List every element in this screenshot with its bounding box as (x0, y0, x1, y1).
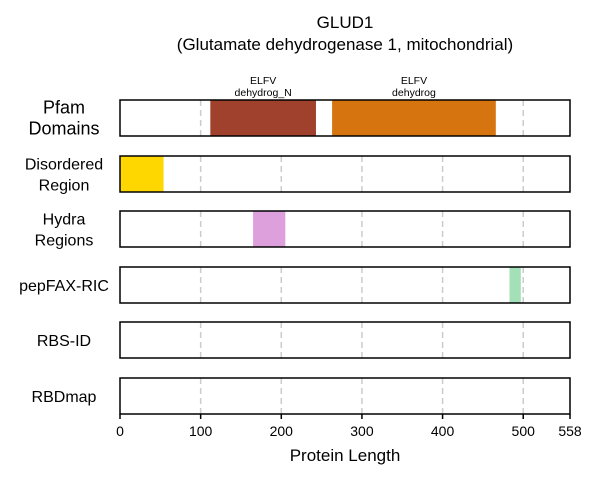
track-label: Hydra (43, 212, 86, 229)
segment-bar (509, 267, 521, 303)
track-background (120, 156, 570, 192)
track-label: pepFAX-RIC (19, 278, 109, 295)
track-border (119, 210, 571, 248)
track-border (119, 155, 571, 193)
segment-bar (332, 100, 496, 136)
track-background (120, 211, 570, 247)
x-tick-label: 500 (512, 423, 536, 439)
segment-bar (210, 100, 316, 136)
track-row: RBS-ID (37, 321, 571, 359)
tracks: ELFVdehydrog_NELFVdehydrogPfamDomainsDis… (19, 75, 571, 415)
track-border (119, 266, 571, 304)
segment-label: ELFV (401, 75, 427, 87)
track-row: Disordered Region (25, 155, 571, 195)
track-label: RBDmap (32, 389, 97, 406)
x-axis-label: Protein Length (290, 446, 401, 465)
x-tick-label: 558 (558, 423, 582, 439)
track-border (119, 321, 571, 359)
segment-label: ELFV (250, 75, 276, 87)
track-label: RBS-ID (37, 333, 91, 350)
track-label: Region (39, 178, 90, 195)
track-label: Pfam (43, 98, 85, 118)
x-tick-label: 200 (270, 423, 294, 439)
track-background (120, 378, 570, 414)
track-border (119, 377, 571, 415)
track-border (119, 99, 571, 137)
segment-bar (120, 156, 164, 192)
x-tick-label: 300 (350, 423, 374, 439)
track-background (120, 267, 570, 303)
track-row: Hydra Regions (35, 210, 571, 250)
track-row: RBDmap (32, 377, 571, 415)
x-axis: 0 100 200 300 400 500 558 (116, 414, 582, 439)
track-row: pepFAX-RIC (19, 266, 571, 304)
chart-title: GLUD1 (317, 13, 374, 32)
track-label: Domains (28, 119, 99, 139)
track-background (120, 322, 570, 358)
segment-bar (253, 211, 286, 247)
x-tick-label: 100 (189, 423, 213, 439)
segment-label: dehydrog (392, 87, 436, 99)
x-tick-label: 0 (116, 423, 124, 439)
segment-label: dehydrog_N (235, 87, 292, 99)
track-label: Disordered (25, 157, 103, 174)
chart-subtitle: (Glutamate dehydrogenase 1, mitochondria… (177, 35, 513, 54)
x-tick-label: 400 (431, 423, 455, 439)
track-label: Regions (35, 233, 94, 250)
